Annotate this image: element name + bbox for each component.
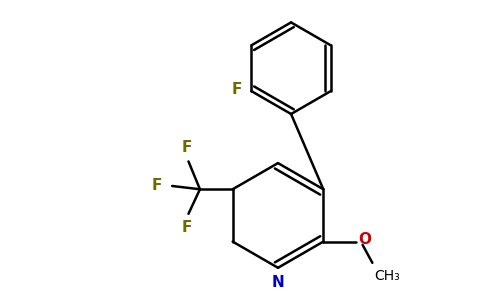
Text: F: F [231,82,242,97]
Text: CH₃: CH₃ [374,269,400,284]
Text: F: F [152,178,162,194]
Text: F: F [182,220,192,235]
Text: F: F [182,140,192,155]
Text: N: N [272,275,285,290]
Text: O: O [359,232,372,247]
